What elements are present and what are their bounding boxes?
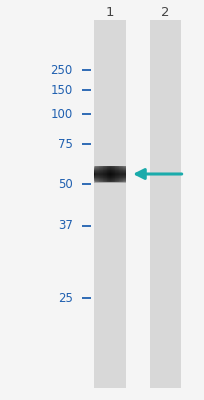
Bar (94, 178, 125, 179)
Text: 2: 2 (161, 6, 169, 18)
Bar (97, 166, 98, 182)
Bar (94, 172, 125, 173)
Bar (109, 166, 110, 182)
Bar (115, 166, 116, 182)
Bar (108, 166, 109, 182)
Bar (98, 166, 99, 182)
Bar (117, 166, 118, 182)
Bar (94, 182, 125, 183)
Bar (94, 180, 125, 181)
Bar (100, 166, 101, 182)
Bar (99, 166, 100, 182)
Bar (123, 166, 124, 182)
Bar (94, 181, 125, 182)
Text: 250: 250 (50, 64, 72, 76)
Text: 75: 75 (58, 138, 72, 150)
Bar (121, 166, 122, 182)
Bar (94, 176, 125, 177)
Bar (105, 166, 106, 182)
Bar (94, 175, 125, 176)
Bar (101, 166, 102, 182)
Bar (119, 166, 120, 182)
Bar (114, 166, 115, 182)
Bar (94, 174, 125, 175)
Bar (103, 166, 104, 182)
Text: 25: 25 (58, 292, 72, 304)
Bar (94, 169, 125, 170)
Bar (113, 166, 114, 182)
Bar (94, 173, 125, 174)
Text: 37: 37 (58, 220, 72, 232)
Bar (122, 166, 123, 182)
Bar (94, 179, 125, 180)
Text: 150: 150 (50, 84, 72, 96)
Bar (94, 166, 125, 167)
Bar (118, 166, 119, 182)
Bar (94, 167, 125, 168)
Bar (107, 166, 108, 182)
Bar (116, 166, 117, 182)
Bar (104, 166, 105, 182)
Bar (102, 166, 103, 182)
Bar (124, 166, 125, 182)
Bar (96, 166, 97, 182)
Text: 50: 50 (58, 178, 72, 190)
Bar (94, 168, 125, 169)
Bar (149, 20, 181, 388)
Bar (106, 166, 107, 182)
Bar (111, 166, 112, 182)
Bar (125, 166, 126, 182)
Bar (112, 166, 113, 182)
Bar (94, 20, 125, 388)
Bar (94, 177, 125, 178)
Text: 1: 1 (105, 6, 114, 18)
Bar (94, 166, 95, 182)
Text: 100: 100 (50, 108, 72, 120)
Bar (94, 170, 125, 171)
Bar (95, 166, 96, 182)
Bar (94, 171, 125, 172)
Bar (120, 166, 121, 182)
Bar (110, 166, 111, 182)
